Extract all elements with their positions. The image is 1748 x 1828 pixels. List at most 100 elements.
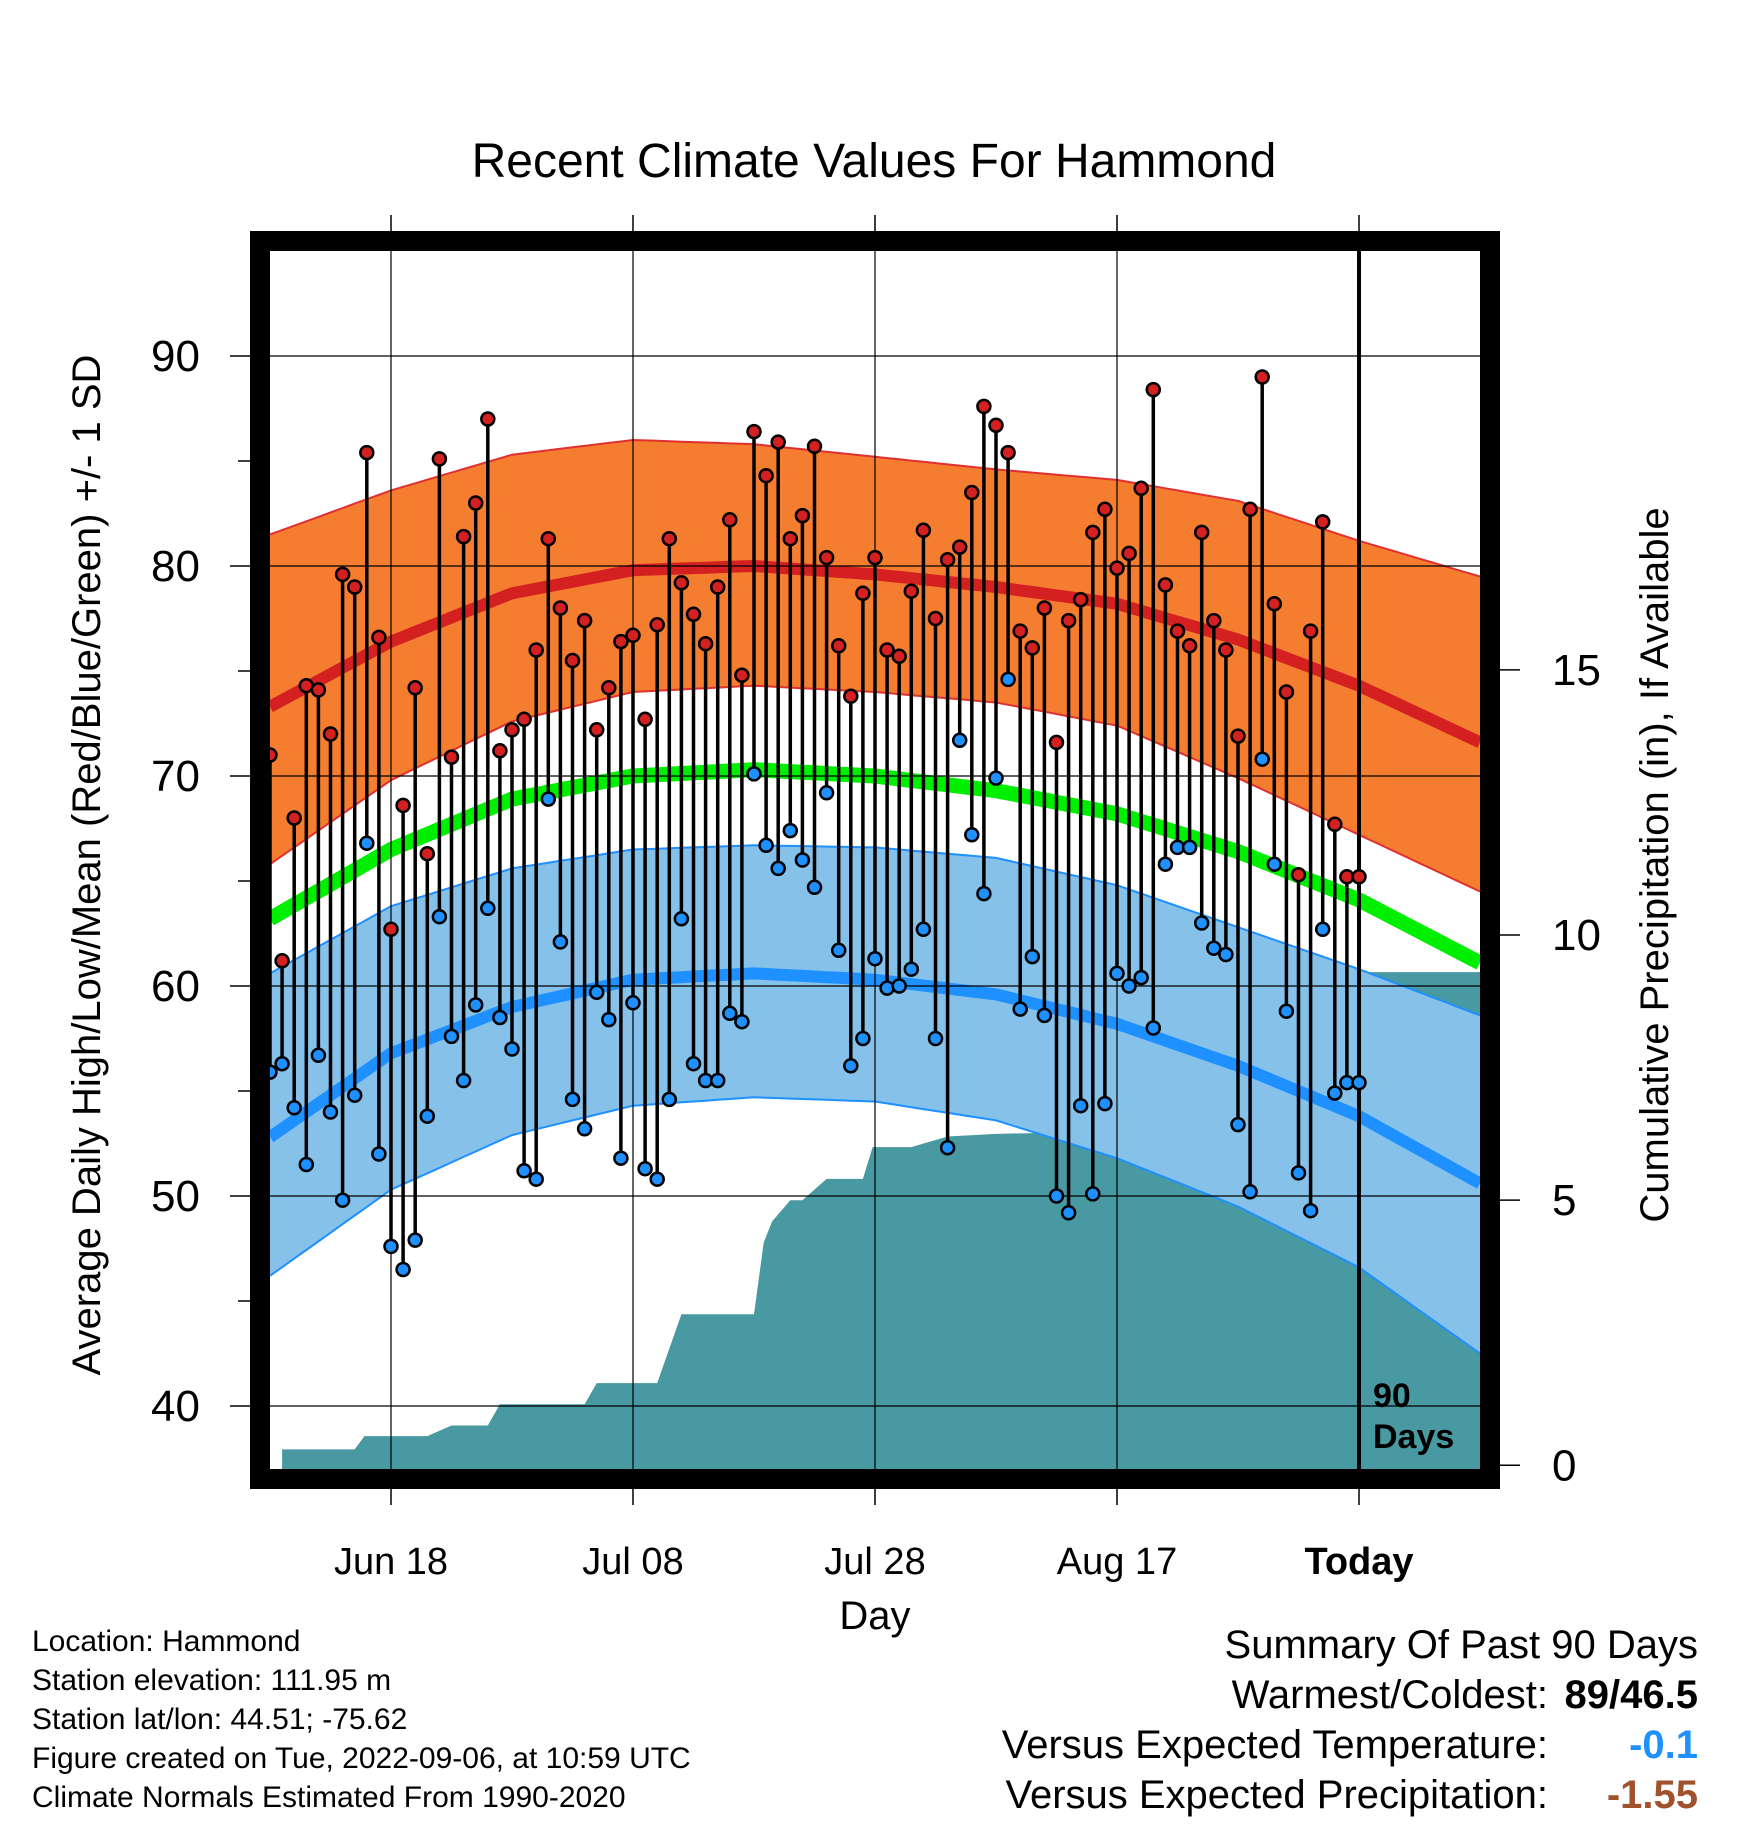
obs-low-point	[286, 1100, 302, 1116]
obs-low-point	[528, 1171, 544, 1187]
obs-high-point	[976, 398, 992, 415]
obs-high-point	[552, 600, 569, 616]
obs-high-point	[455, 528, 472, 545]
y-right-tick-label: 5	[1552, 1176, 1576, 1225]
x-tick-label: Today	[1304, 1541, 1413, 1583]
obs-low-point	[346, 1087, 363, 1103]
obs-low-point	[1145, 1020, 1162, 1036]
obs-low-point	[903, 961, 920, 977]
obs-low-point	[564, 1091, 581, 1108]
y-axis-label-right: Cumulative Precipitation (in), If Availa…	[1633, 507, 1677, 1223]
obs-high-point	[1302, 623, 1319, 639]
obs-high-point	[964, 484, 980, 501]
obs-high-point	[843, 688, 859, 704]
info-elevation: Station elevation: 111.95 m	[32, 1664, 392, 1697]
obs-high-point	[879, 642, 895, 658]
obs-low-point	[334, 1192, 351, 1208]
obs-low-point	[1024, 948, 1041, 965]
station-info: Location: Hammond Station elevation: 111…	[32, 1622, 691, 1817]
obs-high-point	[419, 845, 436, 862]
precipitation-area-layer	[282, 972, 1481, 1469]
obs-low-point	[722, 1005, 738, 1022]
obs-high-point	[1206, 612, 1222, 629]
summary-heading: Summary Of Past 90 Days	[1224, 1623, 1698, 1667]
obs-low-point	[758, 837, 774, 854]
obs-high-point	[274, 953, 290, 969]
summary-warmest-label: Warmest/Coldest:	[1231, 1673, 1548, 1717]
obs-high-point	[1109, 560, 1125, 576]
obs-low-point	[359, 835, 375, 851]
obs-high-point	[625, 627, 641, 644]
summary-precip-value: -1.55	[1606, 1773, 1698, 1817]
obs-low-point	[455, 1072, 472, 1089]
obs-low-point	[939, 1139, 956, 1156]
obs-low-point	[371, 1146, 387, 1162]
obs-high-point	[770, 434, 786, 450]
obs-high-point	[758, 467, 774, 484]
obs-low-point	[661, 1091, 678, 1108]
info-lat-lon: Station lat/lon: 44.51; -75.62	[32, 1703, 408, 1736]
obs-low-point	[552, 934, 569, 950]
y-axis-label-left: Average Daily High/Low/Mean (Red/Blue/Gr…	[65, 354, 109, 1376]
obs-high-point	[1351, 869, 1367, 885]
obs-low-point	[504, 1041, 520, 1057]
obs-high-point	[310, 682, 327, 698]
obs-low-point	[419, 1108, 436, 1124]
summary-precip-label: Versus Expected Precipitation:	[1005, 1773, 1548, 1817]
obs-high-point	[1193, 524, 1210, 541]
obs-high-point	[903, 583, 920, 599]
obs-high-point	[1048, 734, 1065, 751]
axis-layer: 40 50 60 70 80 90 0 5 10 15 Jun 18 Jul 08 Jul 28 Aug …	[151, 215, 1601, 1583]
obs-low-point	[1048, 1188, 1065, 1204]
obs-high-point	[383, 921, 399, 938]
obs-high-point	[746, 423, 762, 440]
obs-high-point	[1072, 591, 1089, 608]
obs-low-point	[431, 908, 448, 925]
summary-temp-label: Versus Expected Temperature:	[1001, 1723, 1548, 1767]
obs-high-point	[1157, 577, 1174, 593]
obs-low-point	[310, 1047, 327, 1064]
obs-high-point	[867, 549, 883, 566]
obs-high-point	[1290, 866, 1307, 883]
obs-low-point	[1109, 965, 1125, 982]
obs-low-point	[1036, 1007, 1053, 1024]
obs-low-point	[1266, 856, 1283, 872]
info-created: Figure created on Tue, 2022-09-06, at 10…	[32, 1742, 691, 1775]
summary-temp-value: -0.1	[1629, 1723, 1698, 1767]
obs-high-point	[467, 495, 484, 511]
obs-low-point	[891, 978, 907, 994]
obs-high-point	[480, 411, 496, 427]
obs-high-point	[1060, 612, 1077, 629]
obs-high-point	[1278, 684, 1295, 700]
obs-high-point	[697, 635, 714, 652]
obs-high-point	[661, 530, 678, 547]
obs-low-point	[988, 770, 1004, 786]
obs-low-point	[709, 1072, 726, 1089]
obs-low-point	[576, 1121, 593, 1137]
obs-low-point	[770, 860, 786, 877]
obs-high-point	[443, 749, 460, 765]
obs-low-point	[649, 1171, 665, 1187]
obs-high-point	[528, 642, 544, 658]
obs-high-point	[576, 612, 593, 629]
obs-high-point	[1181, 638, 1198, 654]
obs-high-point	[359, 444, 375, 461]
obs-low-point	[843, 1058, 859, 1074]
y-left-tick-label: 60	[151, 962, 200, 1011]
obs-low-point	[1085, 1186, 1101, 1202]
obs-high-point	[395, 797, 411, 814]
obs-low-point	[782, 822, 799, 839]
obs-low-point	[1302, 1202, 1319, 1219]
obs-high-point	[818, 549, 835, 566]
obs-high-point	[673, 575, 690, 591]
summary-panel: Summary Of Past 90 Days Warmest/Coldest:…	[1002, 1620, 1698, 1820]
obs-high-point	[891, 648, 907, 665]
chart-title: Recent Climate Values For Hammond	[471, 135, 1277, 188]
obs-low-point	[1351, 1074, 1367, 1091]
obs-low-point	[480, 900, 496, 917]
obs-low-point	[951, 732, 968, 749]
obs-high-point	[794, 507, 811, 524]
y-left-tick-label: 40	[151, 1382, 200, 1431]
obs-low-point	[818, 785, 835, 801]
obs-high-point	[685, 606, 702, 623]
